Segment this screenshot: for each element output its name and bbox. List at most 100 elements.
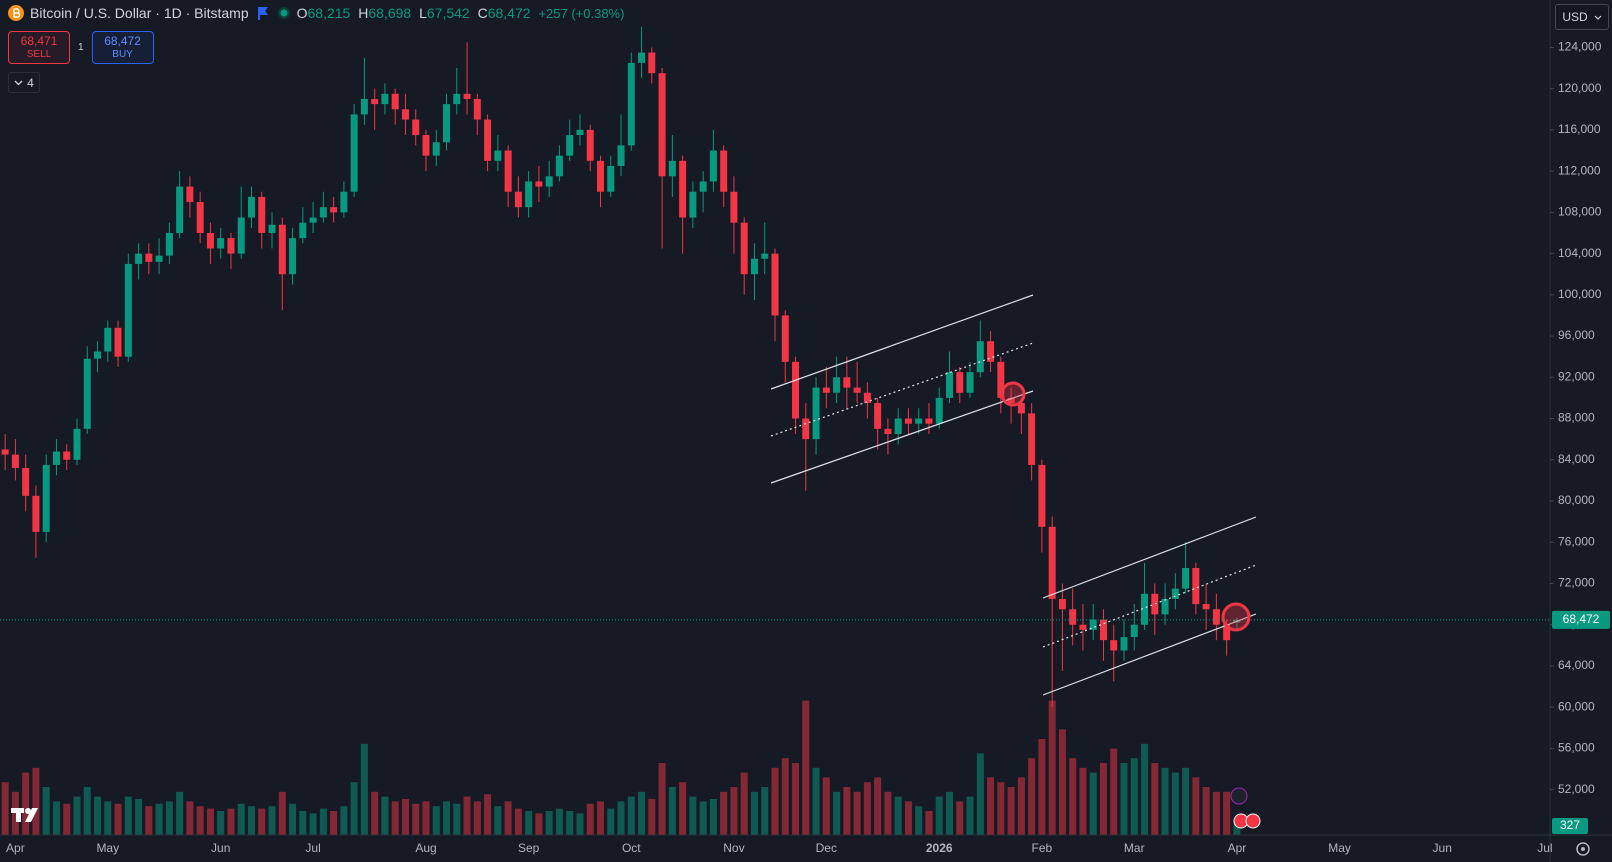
candle-body — [1161, 598, 1169, 615]
volume-bar — [617, 801, 625, 835]
candle-body — [576, 129, 584, 136]
candle-body — [247, 196, 255, 218]
ohlc-key: L — [419, 5, 427, 21]
volume-bar — [473, 801, 481, 835]
volume-bar — [73, 796, 81, 835]
volume-bar — [443, 801, 451, 835]
candle-body — [1028, 413, 1036, 465]
candle-body — [966, 372, 974, 393]
candle-body — [730, 191, 738, 223]
trade-panel: 68,471 SELL 1 68,472 BUY — [8, 31, 154, 64]
candle-body — [463, 93, 471, 99]
candle-body — [401, 109, 409, 120]
volume-bar — [525, 811, 533, 835]
indicators-toggle[interactable]: 4 — [8, 72, 40, 93]
candle-body — [822, 387, 830, 393]
candle-body — [843, 377, 851, 388]
volume-bar — [1079, 767, 1087, 835]
volume-bar — [894, 796, 902, 835]
flag-icon[interactable] — [255, 6, 271, 20]
candle-body — [412, 119, 420, 136]
candle-body — [350, 114, 358, 192]
chevron — [1594, 15, 1602, 20]
candle-body — [155, 255, 163, 262]
chevron — [14, 80, 23, 85]
volume-bar — [155, 803, 163, 835]
candle-body — [371, 98, 379, 105]
volume-bar — [391, 801, 399, 835]
ohlc-value: 68,698 — [368, 5, 412, 21]
candle-body — [309, 217, 317, 223]
candle-body — [627, 62, 635, 146]
volume-bar — [925, 811, 933, 835]
volume-bar — [884, 791, 892, 835]
candle-body — [894, 418, 902, 434]
volume-bar — [360, 743, 368, 835]
y-tick-label: 72,000 — [1558, 576, 1595, 590]
candle-body — [1141, 593, 1149, 625]
logo-part — [25, 808, 31, 814]
volume-bar — [330, 811, 338, 835]
candle-body — [42, 464, 50, 532]
channel-line — [1042, 613, 1257, 696]
volume-bar — [638, 791, 646, 835]
candle-body — [196, 202, 204, 233]
volume-bar — [566, 811, 574, 835]
candle-body — [484, 119, 492, 161]
volume-bar — [1212, 791, 1220, 835]
candle-body — [1048, 526, 1056, 599]
sell-button[interactable]: 68,471 SELL — [8, 31, 70, 64]
buy-button[interactable]: 68,472 BUY — [91, 31, 154, 64]
y-tick-label: 76,000 — [1558, 534, 1595, 548]
highlight-circle — [1221, 602, 1251, 632]
candle-body — [330, 207, 338, 213]
y-tick-label: 120,000 — [1558, 81, 1602, 95]
tradingview-logo — [11, 808, 38, 822]
candle-body — [874, 403, 882, 429]
candle-body — [176, 186, 184, 233]
candle-body — [761, 253, 769, 259]
currency-select[interactable]: USD — [1555, 4, 1609, 30]
gear[interactable] — [1576, 842, 1590, 856]
candle-body — [1212, 609, 1220, 625]
candle-body — [607, 165, 615, 192]
volume-bar — [52, 801, 60, 835]
candle-body — [1223, 624, 1231, 641]
symbol-title[interactable]: Bitcoin / U.S. Dollar · 1D · Bitstamp — [30, 5, 249, 21]
spread: 1 — [78, 42, 84, 53]
candle-body — [1069, 609, 1077, 625]
volume-bar — [63, 803, 71, 835]
volume-bar — [771, 767, 779, 835]
last-price-box — [1552, 610, 1610, 629]
candle-body — [514, 191, 522, 208]
volume-bar — [401, 799, 409, 835]
volume-bar — [853, 791, 861, 835]
volume-bar — [124, 796, 132, 835]
volume-bar — [114, 803, 122, 835]
volume-bar — [104, 801, 112, 835]
candle-body — [145, 253, 153, 262]
candle-body — [11, 454, 19, 469]
candle-body — [884, 428, 892, 434]
volume-bar — [607, 808, 615, 835]
volume-bar — [289, 803, 297, 835]
event-icons — [1230, 787, 1261, 829]
ohlc-value: 68,472 — [487, 5, 531, 21]
candle-body — [566, 135, 574, 156]
ohlc-key: C — [477, 5, 488, 21]
candle-body — [237, 217, 245, 254]
symbol-header: Bitcoin / U.S. Dollar · 1D · Bitstamp O6… — [8, 5, 624, 21]
candle-body — [555, 155, 563, 177]
volume-bar — [135, 799, 143, 835]
volume-bar — [802, 700, 810, 835]
volume-bar — [1151, 763, 1159, 835]
volume-bar — [586, 803, 594, 835]
settings-icon[interactable] — [1576, 842, 1590, 856]
volume-bar — [165, 801, 173, 835]
y-tick-label: 96,000 — [1558, 328, 1595, 342]
candle-body — [381, 93, 389, 105]
candle-body — [1182, 568, 1190, 589]
y-tick-label: 108,000 — [1558, 205, 1602, 219]
candle-body — [443, 104, 451, 143]
